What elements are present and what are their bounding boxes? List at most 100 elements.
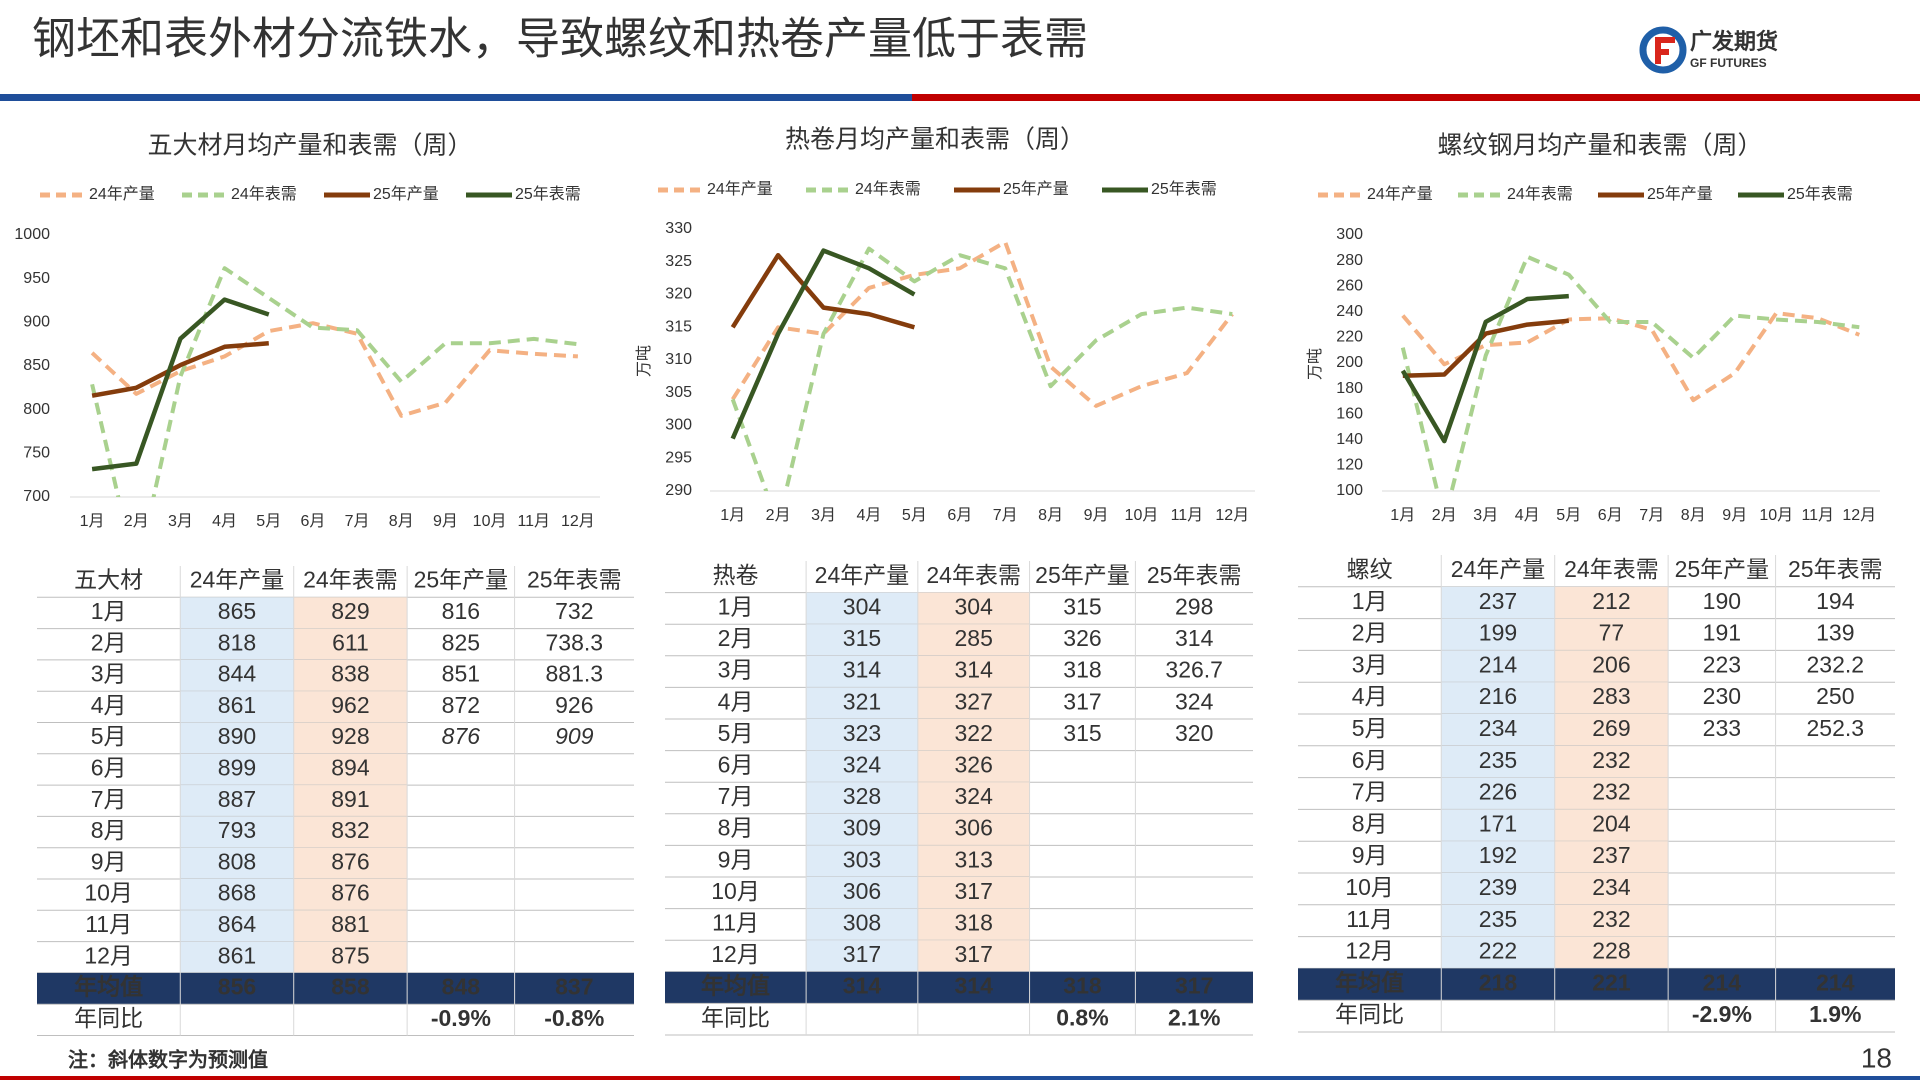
table-cell: 214: [1816, 969, 1855, 995]
table-cell: 年同比: [701, 1004, 770, 1030]
slide-title: 钢坯和表外材分流铁水，导致螺纹和热卷产量低于表需: [32, 15, 1088, 64]
series-line: [91, 341, 269, 398]
table-cell: 4月: [1352, 683, 1388, 709]
cell-bg: [1441, 682, 1555, 715]
table-cell: 1月: [91, 598, 127, 624]
table-cell: 324: [843, 751, 882, 777]
table-cell: 962: [331, 692, 369, 718]
y-tick-label: 320: [665, 286, 692, 303]
table-cell: 314: [843, 973, 882, 999]
table-cell: 890: [218, 723, 256, 749]
y-tick-label: 850: [23, 357, 50, 374]
cell-bg: [1441, 873, 1555, 906]
table-cell: 793: [218, 817, 256, 843]
table-cell: 894: [331, 755, 370, 781]
table-cell: 818: [218, 629, 256, 655]
y-tick-label: 750: [23, 445, 50, 462]
table-cell: 230: [1703, 683, 1741, 709]
x-tick-label: 5月: [1556, 507, 1581, 524]
table-cell: 4月: [91, 692, 127, 718]
table-cell: 868: [218, 880, 256, 906]
table-cell: 876: [442, 723, 481, 749]
table-cell: 191: [1703, 620, 1741, 646]
cell-bg: [917, 813, 1030, 846]
table-cell: 314: [1175, 625, 1214, 651]
y-axis-label: 万吨: [1306, 348, 1324, 380]
table-header: 24年表需: [926, 562, 1021, 588]
table-cell: 3月: [718, 657, 754, 683]
cell-bg: [917, 782, 1030, 815]
legend-label: 24年表需: [231, 185, 297, 203]
footer-rule-blue: [960, 1076, 1920, 1080]
cell-bg: [180, 941, 294, 974]
table-cell: 年均值: [701, 973, 770, 999]
cell-bg: [293, 785, 408, 817]
table-cell: 838: [331, 661, 369, 687]
table-cell: -0.9%: [431, 1005, 491, 1031]
cell-bg: [293, 847, 408, 880]
x-tick-label: 4月: [212, 513, 237, 530]
table-cell: 825: [442, 629, 480, 655]
table-header: 25年表需: [1147, 562, 1242, 588]
table-header: 螺纹: [1347, 556, 1393, 582]
cell-bg: [1441, 904, 1555, 938]
table-cell: 318: [1063, 973, 1102, 999]
table-cell: 611: [332, 629, 369, 655]
y-tick-label: 1000: [14, 226, 50, 243]
average-row-bg: [665, 971, 1253, 1004]
table-cell: 326: [1063, 625, 1101, 651]
table-cell: 881.3: [546, 661, 604, 687]
cell-bg: [180, 879, 294, 911]
table-cell: 年均值: [74, 974, 143, 1000]
cell-bg: [1554, 714, 1669, 747]
cell-bg: [806, 782, 918, 815]
table-cell: 3月: [1352, 651, 1388, 677]
table-cell: 324: [955, 783, 994, 809]
cell-bg: [1554, 745, 1669, 779]
x-tick-label: 6月: [1598, 507, 1623, 524]
cell-bg: [917, 719, 1030, 752]
series-line: [731, 240, 1234, 408]
header-rule-blue: [0, 94, 912, 101]
table-cell: 9月: [1352, 842, 1388, 868]
table-cell: 192: [1479, 842, 1517, 868]
table-header: 25年产量: [1675, 556, 1770, 582]
table-cell: 861: [218, 942, 256, 968]
table-cell: 232: [1592, 906, 1630, 932]
cell-bg: [180, 847, 294, 880]
x-tick-label: 6月: [300, 513, 325, 530]
table-cell: -0.8%: [544, 1005, 604, 1031]
table-header: 25年产量: [1035, 562, 1130, 588]
table-cell: 228: [1592, 938, 1630, 964]
table-cell: 232: [1592, 747, 1630, 773]
table-cell: 326.7: [1165, 657, 1223, 683]
y-tick-label: 305: [665, 384, 692, 401]
cell-bg: [293, 659, 408, 692]
x-tick-label: 1月: [720, 507, 745, 524]
x-tick-label: 1月: [1390, 507, 1415, 524]
cell-bg: [1441, 777, 1555, 810]
series-line: [1401, 311, 1861, 403]
cell-bg: [806, 845, 918, 878]
table-cell: 322: [955, 720, 993, 746]
table-cell: 214: [1479, 651, 1518, 677]
table-cell: 10月: [84, 880, 133, 906]
x-tick-label: 11月: [1171, 507, 1204, 524]
logo: 广发期货 GF FUTURES: [1639, 26, 1778, 74]
table-cell: 8月: [1352, 810, 1388, 836]
cell-bg: [917, 687, 1030, 720]
table-cell: 5月: [718, 720, 754, 746]
table-cell: 206: [1592, 651, 1630, 677]
table-cell: 237: [1592, 842, 1630, 868]
cell-bg: [917, 940, 1030, 973]
table-cell: 9月: [718, 846, 754, 872]
cell-bg: [917, 592, 1030, 625]
cell-bg: [1441, 745, 1555, 779]
table-cell: 321: [843, 688, 881, 714]
table-cell: 864: [218, 911, 257, 937]
cell-bg: [180, 910, 294, 943]
logo-sub: GF FUTURES: [1690, 56, 1767, 70]
table-cell: 3月: [91, 661, 127, 687]
cell-bg: [293, 597, 408, 630]
y-tick-label: 700: [23, 488, 50, 505]
